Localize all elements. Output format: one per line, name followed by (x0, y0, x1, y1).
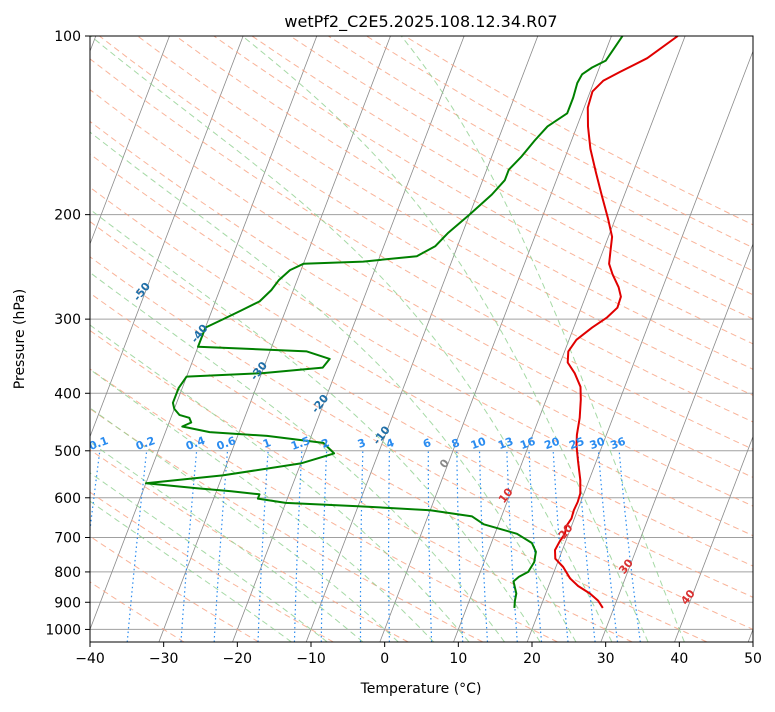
moist-adiabat-line (0, 36, 469, 642)
mixing-ratio-line (598, 451, 617, 642)
mixing-ratio-line (361, 451, 363, 642)
dry-adiabat-line (0, 36, 632, 642)
y-tick-label: 500 (54, 444, 81, 460)
y-tick-label: 1000 (45, 622, 81, 638)
x-tick-label: 10 (449, 651, 467, 667)
moist-adiabat-line (0, 36, 327, 642)
mixing-ratio-line (127, 451, 147, 642)
y-tick-label: 400 (54, 386, 81, 402)
dry-adiabat-label: 10 (496, 485, 516, 505)
dry-adiabat-line (0, 36, 775, 642)
chart-title: wetPf2_C2E5.2025.108.12.34.R07 (284, 12, 557, 32)
y-tick-label: 100 (54, 29, 81, 45)
isotherm-line (12, 36, 244, 642)
mixing-ratio-label: 36 (609, 435, 628, 453)
mixing-ratio-label: 30 (588, 435, 607, 453)
dry-adiabat-line (328, 36, 775, 642)
x-tick-label: −20 (223, 651, 253, 667)
y-tick-label: 600 (54, 491, 81, 507)
mixing-ratio-line (389, 451, 390, 642)
mixing-ratio-label: 3 (356, 436, 368, 451)
dry-adiabat-line (0, 36, 775, 642)
moist-adiabat-line (0, 36, 434, 642)
isotherm-line (454, 36, 686, 642)
dry-adiabat-line (252, 36, 775, 642)
x-tick-label: 20 (523, 651, 541, 667)
mixing-ratio-label: 2 (320, 436, 332, 451)
mixing-ratio-label: 10 (469, 435, 488, 453)
x-tick-label: 50 (744, 651, 762, 667)
mixing-ratio-label: 20 (543, 435, 562, 453)
isotherm-line (527, 36, 759, 642)
dry-adiabat-label: -20 (309, 392, 332, 416)
mixing-ratio-label: 0.2 (134, 434, 157, 453)
dry-adiabat-line (0, 36, 558, 642)
dry-adiabat-line (290, 36, 775, 642)
x-tick-label: 40 (670, 651, 688, 667)
dry-adiabat-line (0, 36, 333, 642)
mixing-ratio-label: 1.5 (289, 434, 312, 453)
dry-adiabat-label: -40 (188, 322, 211, 346)
moist-adiabat-line (91, 36, 612, 642)
x-axis-title: Temperature (°C) (360, 681, 482, 697)
x-tick-label: 0 (380, 651, 389, 667)
mixing-ratio-label: 25 (567, 435, 586, 452)
mixing-ratio-line (258, 451, 268, 642)
y-tick-label: 900 (54, 595, 81, 611)
dry-adiabat-line (0, 36, 775, 642)
dry-adiabat-label: -50 (131, 280, 154, 304)
y-tick-label: 200 (54, 208, 81, 224)
x-tick-label: −30 (149, 651, 179, 667)
y-axis-title: Pressure (hPa) (12, 289, 28, 389)
dry-adiabat-label: 30 (616, 556, 636, 576)
mixing-ratio-line (529, 451, 542, 642)
moist-adiabat-line (401, 36, 684, 642)
mixing-ratio-label: 1 (261, 436, 273, 451)
y-tick-label: 300 (54, 312, 81, 328)
mixing-ratio-line (553, 451, 568, 642)
dry-adiabat-line (367, 36, 775, 642)
mixing-ratio-line (428, 451, 431, 642)
isotherm-line (748, 36, 775, 642)
mixing-ratio-label: 0.1 (87, 434, 110, 453)
mixing-ratio-line (457, 451, 463, 642)
dry-adiabat-line (214, 36, 775, 642)
y-tick-label: 700 (54, 531, 81, 547)
mixing-ratio-label: 0.6 (215, 434, 238, 453)
dry-adiabat-line (0, 36, 775, 642)
dry-adiabat-line (0, 36, 775, 642)
dry-adiabat-label: 40 (678, 587, 698, 607)
x-tick-label: −40 (75, 651, 105, 667)
dry-adiabat-label: -30 (248, 359, 271, 383)
y-tick-label: 800 (54, 565, 81, 581)
dry-adiabat-line (0, 36, 483, 642)
x-tick-label: 30 (597, 651, 615, 667)
moist-adiabat-line (0, 36, 576, 642)
dry-adiabat-line (61, 36, 775, 642)
mixing-ratio-line (294, 451, 301, 642)
x-tick-label: −10 (296, 651, 326, 667)
dry-adiabat-line (0, 36, 707, 642)
mixing-ratio-label: 16 (518, 435, 537, 453)
dry-adiabat-line (138, 36, 775, 642)
isotherm-line (601, 36, 775, 642)
mixing-ratio-line (321, 451, 326, 642)
